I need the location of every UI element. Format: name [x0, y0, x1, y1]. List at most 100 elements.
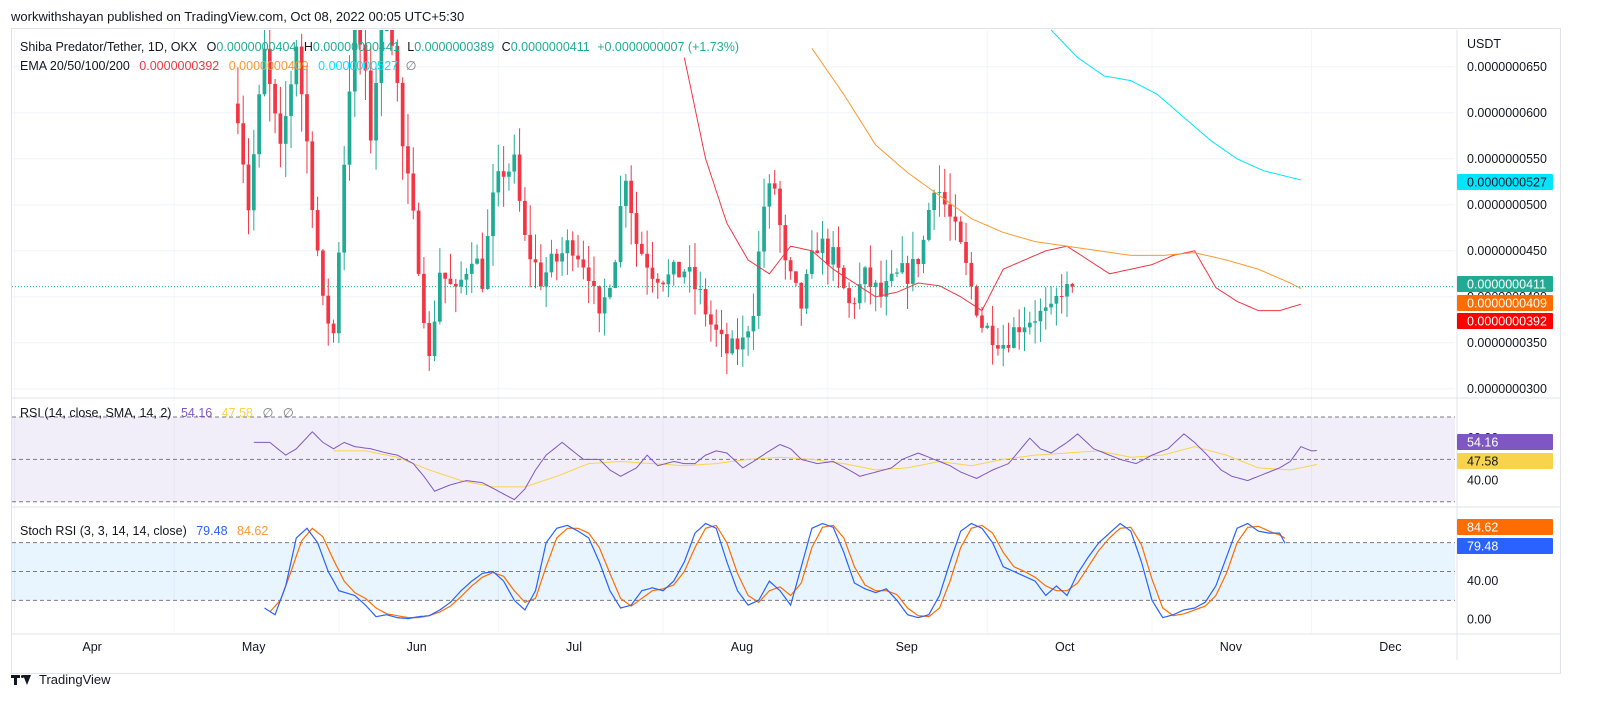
x-tick-label: Dec	[1379, 640, 1401, 654]
candle-body	[507, 171, 511, 177]
candle-body	[533, 259, 538, 263]
stoch-d-badge	[1457, 519, 1553, 535]
y-tick-label: 0.0000000650	[1467, 60, 1547, 74]
candle-body	[788, 260, 793, 272]
candle-body	[549, 253, 554, 273]
stoch-k-badge-label: 79.48	[1467, 540, 1498, 554]
candle-body	[873, 282, 878, 288]
candle-body	[337, 252, 341, 334]
rsi-na-1: ∅	[262, 406, 274, 420]
candle-body	[581, 259, 586, 268]
candle-body	[1038, 310, 1043, 322]
x-tick-label: Jul	[566, 640, 582, 654]
candle-body	[368, 70, 373, 141]
candle-body	[448, 278, 453, 284]
candle-body	[576, 255, 580, 260]
candle-body	[523, 200, 527, 235]
candle-body	[1070, 283, 1075, 287]
candle-body	[719, 329, 724, 335]
candle-body	[703, 289, 708, 315]
x-tick-label: Jun	[407, 640, 427, 654]
candle-body	[687, 266, 692, 272]
rsi-label: RSI (14, close, SMA, 14, 2)	[20, 406, 172, 420]
footer-brand[interactable]: TradingView	[11, 672, 111, 687]
candle-body	[879, 282, 883, 297]
rsi-tick-label: 40.00	[1467, 474, 1498, 488]
y-tick-label: 0.0000000550	[1467, 152, 1547, 166]
candle-body	[969, 262, 974, 287]
candle-body	[831, 247, 836, 265]
candle-body	[496, 171, 501, 193]
candle-body	[1059, 296, 1064, 298]
candle-body	[384, 30, 389, 31]
candle-body	[847, 288, 851, 304]
price-badge-label: 0.0000000392	[1467, 315, 1547, 329]
candle-body	[783, 225, 788, 261]
rsi-badge	[1457, 434, 1553, 450]
candle-body	[1054, 296, 1059, 304]
price-badge	[1457, 295, 1553, 311]
candle-body	[905, 263, 910, 284]
x-tick-label: Apr	[82, 640, 101, 654]
chart-frame	[11, 28, 1561, 674]
rsi-sma-badge	[1457, 453, 1553, 469]
candle-body	[948, 204, 952, 217]
candle-body	[895, 272, 899, 274]
candle-body	[347, 91, 352, 165]
candle-body	[517, 154, 522, 201]
x-tick-label: Aug	[731, 640, 753, 654]
candle-body	[305, 94, 309, 142]
candle-body	[666, 274, 671, 285]
candle-body	[820, 238, 825, 253]
candle-body	[778, 188, 782, 226]
candle-body	[241, 123, 246, 165]
y-tick-label: 0.0000000300	[1467, 382, 1547, 396]
candle-body	[799, 282, 804, 309]
candle-body	[406, 146, 410, 174]
candle-body	[586, 267, 591, 281]
y-axis-unit-label: USDT	[1467, 37, 1501, 51]
candle-body	[469, 263, 474, 274]
rsi-na-2: ∅	[282, 406, 294, 420]
candle-body	[746, 331, 750, 338]
candle-body	[671, 261, 676, 275]
candle-body	[326, 295, 331, 324]
candle-body	[740, 337, 745, 350]
candle-body	[756, 251, 761, 316]
price-badge-label: 0.0000000411	[1467, 278, 1546, 292]
candle-body	[964, 242, 968, 263]
publisher-header: workwithshayan published on TradingView.…	[11, 9, 465, 24]
candle-body	[390, 30, 394, 46]
candle-body	[310, 141, 315, 211]
candle-body	[1033, 321, 1037, 323]
candle-body	[639, 243, 644, 254]
open-label: O	[206, 40, 217, 54]
candle-body	[379, 30, 384, 83]
close-value: 0.0000000411	[510, 40, 590, 54]
low-label: L	[407, 40, 415, 54]
high-label: H	[303, 40, 313, 54]
candle-body	[554, 253, 559, 262]
candle-body	[352, 30, 357, 92]
stoch-tick-label: 40.00	[1467, 574, 1498, 588]
stoch-d-badge-label: 84.62	[1467, 521, 1498, 535]
candle-body	[459, 279, 463, 287]
candle-body	[342, 164, 347, 253]
candle-body	[677, 261, 681, 278]
rsi-sma-badge-label: 47.58	[1467, 455, 1498, 469]
candle-body	[794, 271, 798, 283]
candle-body	[236, 103, 240, 124]
candle-body	[996, 345, 1000, 349]
y-tick-label: 0.0000000500	[1467, 198, 1547, 212]
candle-body	[661, 282, 665, 285]
candle-body	[889, 273, 894, 282]
candle-body	[884, 281, 889, 297]
candle-body	[1027, 322, 1032, 328]
candle-body	[624, 180, 628, 207]
candle-body	[1022, 327, 1027, 333]
candle-body	[374, 82, 378, 141]
x-tick-label: Nov	[1220, 640, 1243, 654]
stoch-k-badge	[1457, 538, 1553, 554]
change-value: +0.0000000007 (+1.73%)	[597, 40, 739, 54]
